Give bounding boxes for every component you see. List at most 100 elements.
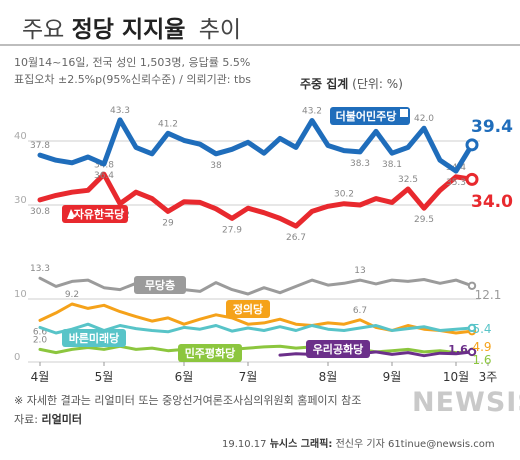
survey-info-line2: 표집오차 ±2.5%p(95%신뢰수준) / 의뢰기관: tbs: [14, 73, 252, 86]
data-label: 29.5: [414, 215, 434, 225]
data-label: 38: [210, 161, 222, 171]
watermark-logo: NEWSIS: [412, 387, 520, 418]
legend-tag-1: 더불어민주당: [330, 107, 410, 125]
end-marker: [467, 347, 477, 357]
source-name: 리얼미터: [41, 413, 82, 426]
legend-swatch: [330, 107, 410, 125]
x-tick-label: 7월: [239, 370, 258, 384]
party-logo-icon: [400, 109, 408, 117]
legend-tag-7: 우리공화당: [306, 340, 370, 358]
data-label: 36.4: [94, 171, 114, 181]
y-tick-label: 10: [14, 289, 27, 300]
data-label: 27.9: [222, 225, 242, 235]
end-labels: 39.4 34.0 12.1 4.9 5.4 1.6 1.6: [448, 117, 513, 367]
chart-title: 주요 정당 지지율 추이: [22, 10, 241, 44]
legend-label: 민주평화당: [185, 346, 236, 360]
legend-label: 무당층: [145, 278, 175, 292]
end-marker: [467, 323, 477, 333]
survey-info: 10월14~16일, 전국 성인 1,503명, 응답률 5.5% 표집오차 ±…: [14, 54, 251, 88]
series-line: [38, 276, 474, 296]
legend-tag-4: 정의당: [226, 300, 270, 318]
legend-label: 바른미래당: [69, 331, 120, 345]
party-logo-icon: [67, 209, 77, 219]
legend-swatch: [306, 340, 370, 358]
legend-label: 자유한국당: [74, 207, 125, 221]
end-value-label: 34.0: [471, 192, 513, 212]
series-line: [38, 302, 474, 335]
survey-info-line1: 10월14~16일, 전국 성인 1,503명, 응답률 5.5%: [14, 56, 251, 69]
credit-line: 19.10.17 뉴시스 그래픽: 전신우 기자 61tinue@newsis.…: [222, 435, 495, 450]
data-label: 6.6: [33, 327, 48, 337]
end-value-label: 1.6: [472, 353, 491, 367]
legend-tag-3: 무당층: [134, 276, 186, 294]
end-marker: [465, 172, 479, 186]
data-label: 9.2: [65, 290, 79, 300]
y-tick-label: 0: [14, 352, 20, 363]
x-tick-label: 8월: [319, 370, 338, 384]
legend-label: 정의당: [233, 302, 263, 316]
legend-swatch: [226, 300, 270, 318]
data-label: 6.7: [353, 306, 367, 316]
end-value-label: 39.4: [471, 117, 513, 137]
x-axis: 4월 5월 6월 7월 8월 9월 10월 3주: [31, 362, 498, 384]
x-tick-label: 3주: [479, 370, 498, 384]
series-5: [38, 322, 477, 335]
end-value-label: 1.6: [448, 343, 468, 356]
series-line: [37, 117, 475, 174]
legend-swatch: [62, 205, 128, 223]
legend-tag-2: 자유한국당: [62, 205, 128, 223]
legend-tag-6: 민주평화당: [178, 344, 242, 362]
data-label: 43.2: [302, 107, 322, 117]
data-label: 41.2: [158, 119, 178, 129]
aggregation-note: 주중 집계 (단위: %): [300, 75, 403, 92]
series-line: [38, 344, 474, 355]
data-label: 30.2: [334, 190, 354, 200]
data-label: 32.5: [398, 175, 418, 185]
data-label: 29: [162, 218, 174, 228]
data-label: 13.3: [30, 264, 50, 274]
data-label: 37.8: [30, 141, 50, 151]
title-suffix: 추이: [198, 17, 242, 43]
legend-swatch: [62, 329, 126, 347]
credit-date: 19.10.17: [222, 439, 267, 450]
title-prefix: 주요: [22, 17, 65, 43]
legend-tag-5: 바른미래당: [62, 329, 126, 347]
end-marker: [467, 281, 477, 290]
credit-author: 전신우 기자 61tinue@newsis.com: [335, 439, 495, 450]
legend-label: 더불어민주당: [336, 109, 397, 123]
series-line: [37, 171, 475, 229]
title-divider: [0, 44, 520, 46]
source-line: 자료: 리얼미터: [14, 411, 82, 427]
source-label: 자료:: [14, 413, 38, 426]
x-tick-label: 6월: [175, 370, 194, 384]
title-bold: 정당 지지율: [71, 17, 186, 43]
legend-label: 우리공화당: [313, 342, 364, 356]
series-line: [38, 322, 474, 335]
x-tick-label: 10월: [443, 370, 469, 384]
x-tick-label: 4월: [31, 370, 50, 384]
data-label: 42.0: [414, 114, 434, 124]
legend-swatch: [134, 276, 186, 294]
data-label: 38.1: [382, 160, 402, 170]
end-marker: [465, 138, 479, 152]
credit-agency: 뉴시스 그래픽:: [269, 439, 333, 450]
data-label: 30.8: [30, 207, 50, 217]
end-value-label: 4.9: [472, 340, 491, 354]
data-label: 43.3: [110, 106, 130, 116]
y-tick-label: 30: [14, 195, 27, 206]
data-label: 13: [354, 266, 365, 276]
x-tick-label: 5월: [95, 370, 114, 384]
data-label: 38.3: [350, 159, 370, 169]
data-label: 26.7: [286, 233, 306, 243]
footnote: ※ 자세한 결과는 리얼미터 또는 중앙선거여론조사심의위원회 홈페이지 참조: [14, 394, 362, 407]
unit-label: (단위: %): [352, 77, 403, 91]
end-value-label: 5.4: [472, 322, 491, 336]
legend-swatch: [178, 344, 242, 362]
y-tick-label: 40: [14, 131, 27, 142]
end-value-label: 12.1: [475, 288, 502, 302]
data-label: 2.0: [33, 335, 48, 345]
series-3: 13.3 13: [30, 264, 477, 296]
data-label: 35.3: [446, 178, 466, 188]
